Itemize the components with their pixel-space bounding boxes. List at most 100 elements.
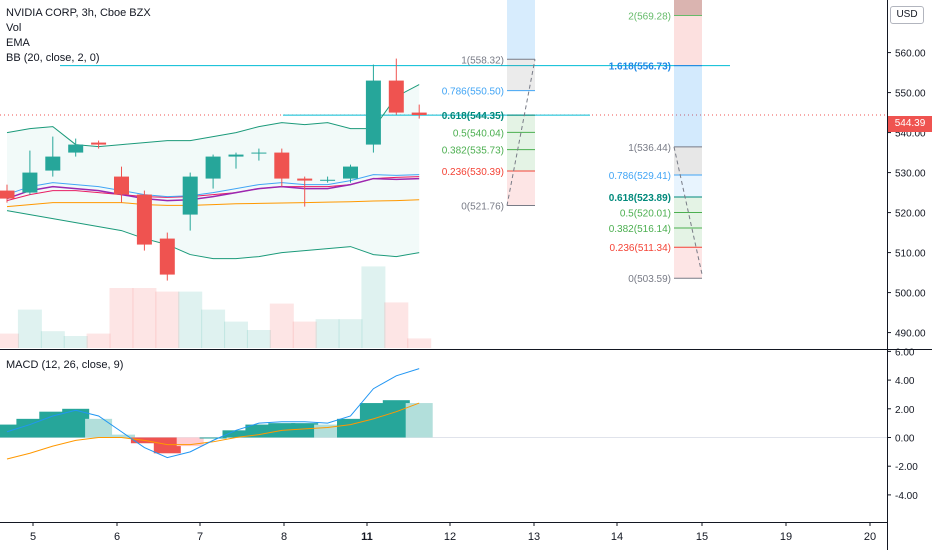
volume-bar: [17, 309, 42, 348]
fib2-zone: [674, 212, 702, 229]
fib2-trend-line: [673, 146, 703, 275]
fib2-level-label: 0.786(529.41): [609, 171, 671, 182]
fib2-level-label: 0.382(516.14): [609, 224, 671, 235]
bb-lower-line: [6, 210, 420, 260]
volume-bar: [292, 321, 317, 348]
macd-hist-bar: [108, 434, 135, 438]
candle-body: [320, 179, 336, 181]
macd-hist-bar: [359, 403, 387, 438]
candle-body: [159, 238, 175, 275]
price-tick-label: 560.00: [895, 49, 926, 60]
macd-tick-label: 6.00: [895, 347, 915, 358]
fib2-zone: [674, 197, 702, 213]
candle-body: [114, 176, 129, 195]
fib1-level-label: 0.236(530.39): [442, 167, 504, 178]
candle-body: [22, 172, 38, 193]
currency-button[interactable]: USD: [890, 6, 924, 24]
fib1-level-label: 0.382(535.73): [442, 146, 504, 157]
fib2-level-label: 0.618(523.89): [609, 193, 671, 204]
volume-bar: [86, 333, 111, 348]
fib2-blue-zone: [674, 65, 702, 147]
candle-body: [45, 156, 61, 171]
macd-hist-bar: [337, 418, 364, 438]
fib1-level-label: 0(521.76): [461, 202, 504, 213]
legend-bb[interactable]: BB (20, close, 2, 0): [6, 52, 100, 64]
volume-bar: [224, 321, 248, 348]
price-tick-label: 490.00: [895, 329, 926, 340]
fib2-zone: [674, 146, 702, 175]
fib2-level-label: 0(503.59): [628, 274, 671, 285]
legend-block: NVIDIA CORP, 3h, Cboe BZX Vol EMA BB (20…: [6, 6, 151, 66]
candle-body: [274, 152, 290, 179]
volume-bar: [384, 302, 409, 348]
volume-bar: [109, 288, 134, 348]
time-tick-label: 8: [281, 531, 287, 543]
last-price-tag: 544.39: [888, 116, 932, 132]
time-tick-label: 11: [361, 531, 373, 543]
price-tick-label: 540.00: [895, 129, 926, 140]
volume-bar: [269, 303, 294, 348]
macd-line: [6, 368, 420, 459]
legend-vol[interactable]: Vol: [6, 22, 22, 34]
time-tick-label: 12: [444, 531, 456, 543]
price-tick-label: 510.00: [895, 249, 926, 260]
fib1-zone: [507, 132, 535, 150]
fib1-trend-line: [506, 59, 536, 206]
candle-body: [228, 154, 244, 157]
macd-hist-bar: [222, 430, 250, 438]
legend-macd[interactable]: MACD (12, 26, close, 9): [6, 359, 124, 371]
candle-body: [136, 194, 152, 245]
fib2-level-label: 0.5(520.01): [620, 209, 671, 220]
macd-hist-bar: [382, 400, 410, 438]
macd-hist-bar: [176, 437, 204, 447]
time-tick-label: 13: [528, 531, 540, 543]
macd-hist-bar: [291, 423, 319, 438]
macd-hist-bar: [85, 418, 113, 438]
fib2-zone: [674, 247, 702, 279]
candle-body: [91, 142, 107, 145]
volume-bar: [132, 288, 157, 348]
macd-hist-bar: [405, 403, 433, 438]
fib2-ext-zone: [674, 15, 702, 66]
macd-hist-bar: [16, 418, 44, 438]
macd-tick-label: -2.00: [895, 462, 918, 473]
candle-body: [205, 156, 221, 179]
fib2-top-zone: [674, 0, 702, 16]
volume-bar: [0, 333, 19, 348]
macd-hist-bar: [153, 437, 181, 454]
macd-signal-line: [6, 402, 420, 460]
price-tick-label: 520.00: [895, 209, 926, 220]
candle-body: [68, 144, 84, 153]
fib1-level-label: 1(558.32): [461, 55, 504, 66]
candle-body: [251, 152, 267, 154]
candle-body: [411, 112, 427, 115]
volume-bar: [315, 319, 340, 348]
volume-bar: [246, 330, 271, 348]
fib2-level-label: 1(536.44): [628, 143, 671, 154]
volume-bar: [63, 336, 88, 348]
time-tick-label: 14: [611, 531, 623, 543]
legend-title[interactable]: NVIDIA CORP, 3h, Cboe BZX: [6, 7, 151, 19]
fib1-zone: [507, 59, 535, 91]
candle-body: [365, 80, 381, 145]
fib1-level-label: 0.5(540.04): [453, 128, 504, 139]
fib2-level-label: 1.618(556.73): [609, 62, 671, 73]
price-tick-label: 550.00: [895, 89, 926, 100]
candle-body: [343, 166, 358, 179]
ema-purple-line: [6, 177, 420, 202]
legend-ema[interactable]: EMA: [6, 37, 30, 49]
time-tick-label: 19: [780, 531, 792, 543]
volume-bar: [155, 291, 180, 348]
volume-bar: [178, 291, 203, 348]
fib2-level-label: 0.236(511.34): [609, 243, 671, 254]
fib1-zone: [507, 149, 535, 172]
fib1-zone: [507, 91, 535, 116]
macd-tick-label: -4.00: [895, 491, 918, 502]
volume-bar: [338, 319, 363, 348]
volume-bar: [361, 266, 386, 348]
volume-bar: [40, 331, 65, 348]
fib1-zone: [507, 115, 535, 133]
macd-hist-bar: [245, 424, 273, 438]
